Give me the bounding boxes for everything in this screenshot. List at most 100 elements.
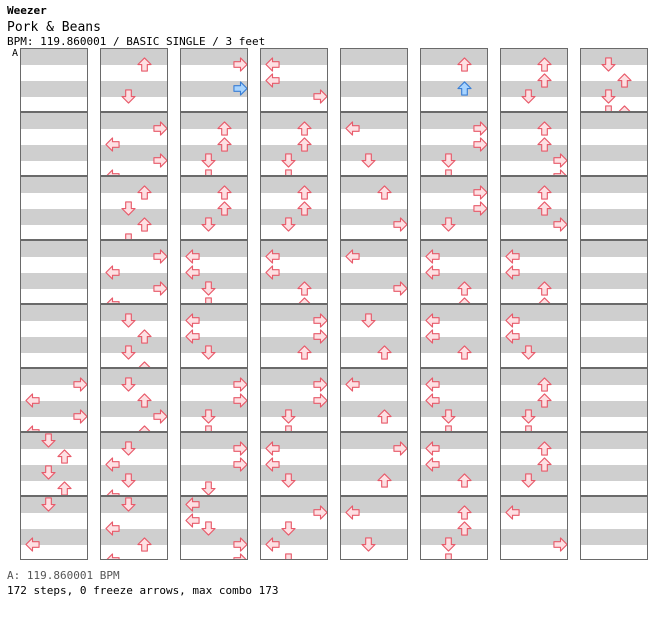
measure-block <box>260 176 328 240</box>
beat-band <box>261 401 327 417</box>
measure-block <box>340 496 408 560</box>
beat-band <box>581 241 647 257</box>
beat-band <box>341 305 407 321</box>
chart-info: BPM: 119.860001 / BASIC SINGLE / 3 feet <box>7 35 266 48</box>
step-arrow-right-icon <box>473 185 487 200</box>
beat-band <box>101 177 167 193</box>
beat-band <box>421 241 487 257</box>
step-arrow-down-icon <box>201 521 216 536</box>
beat-band <box>261 241 327 257</box>
measure-block <box>260 112 328 176</box>
beat-band <box>581 209 647 225</box>
step-arrow-up-icon <box>377 473 392 488</box>
bpm-marker: A <box>12 48 19 59</box>
measure-block <box>420 368 488 432</box>
step-arrow-left-icon <box>105 457 120 472</box>
step-arrow-down-icon <box>201 409 216 424</box>
beat-band <box>421 369 487 385</box>
step-arrow-down-icon <box>201 345 216 360</box>
beat-band <box>101 145 167 161</box>
step-arrow-right-icon <box>553 153 567 168</box>
step-arrow-up-icon <box>377 345 392 360</box>
step-arrow-down-icon <box>361 313 376 328</box>
step-arrow-left-icon <box>425 393 440 408</box>
step-arrow-up-icon <box>297 297 312 303</box>
step-arrow-up-icon <box>537 297 552 303</box>
step-arrow-right-icon <box>553 217 567 232</box>
step-arrow-right-icon <box>313 505 327 520</box>
beat-band <box>421 497 487 513</box>
measure-block <box>580 240 648 304</box>
measure-block <box>340 176 408 240</box>
step-arrow-down-icon <box>121 313 136 328</box>
measure-block <box>20 496 88 560</box>
step-arrow-up-icon <box>57 449 72 464</box>
step-arrow-down-icon <box>441 409 456 424</box>
step-arrow-down-icon <box>441 553 456 559</box>
step-arrow-down-icon <box>441 425 456 431</box>
beat-band <box>181 177 247 193</box>
measure-block <box>500 176 568 240</box>
measure-block <box>180 48 248 112</box>
measure-block <box>100 496 168 560</box>
step-arrow-left-icon <box>105 265 120 280</box>
step-arrow-left-icon <box>505 249 520 264</box>
beat-band <box>421 401 487 417</box>
step-summary: 172 steps, 0 freeze arrows, max combo 17… <box>7 584 279 597</box>
beat-band <box>181 401 247 417</box>
beat-band <box>341 529 407 545</box>
beat-band <box>261 337 327 353</box>
beat-band <box>261 529 327 545</box>
step-arrow-up-icon <box>617 73 632 88</box>
beat-band <box>421 113 487 129</box>
step-arrow-up-icon <box>617 105 632 111</box>
measure-block <box>180 240 248 304</box>
measure-block <box>20 176 88 240</box>
step-arrow-up-icon <box>537 457 552 472</box>
step-arrow-down-icon <box>441 217 456 232</box>
step-arrow-up-icon <box>137 537 152 552</box>
measure-block <box>500 496 568 560</box>
beat-band <box>181 273 247 289</box>
step-arrow-down-icon <box>521 425 536 431</box>
beat-band <box>101 273 167 289</box>
beat-band <box>181 113 247 129</box>
beat-band <box>421 305 487 321</box>
beat-band <box>501 337 567 353</box>
step-arrow-down-icon <box>601 57 616 72</box>
measure-block <box>340 112 408 176</box>
measure-block <box>420 48 488 112</box>
beat-band <box>421 433 487 449</box>
step-arrow-left-icon <box>185 329 200 344</box>
beat-band <box>21 177 87 193</box>
step-arrow-up-icon <box>537 441 552 456</box>
measure-block <box>180 368 248 432</box>
step-arrow-right-icon <box>73 409 87 424</box>
beat-band <box>581 465 647 481</box>
step-arrow-down-icon <box>601 105 616 111</box>
step-arrow-right-icon <box>553 169 567 175</box>
measure-block <box>340 304 408 368</box>
beat-band <box>181 49 247 65</box>
beat-band <box>21 113 87 129</box>
step-arrow-up-icon <box>137 329 152 344</box>
beat-band <box>501 49 567 65</box>
beat-band <box>21 145 87 161</box>
step-arrow-left-icon <box>345 505 360 520</box>
beat-band <box>581 337 647 353</box>
beat-band <box>501 81 567 97</box>
beat-band <box>581 145 647 161</box>
step-arrow-down-icon <box>281 473 296 488</box>
step-arrow-left-icon <box>265 57 280 72</box>
step-arrow-down-icon <box>521 345 536 360</box>
step-arrow-left-icon <box>345 249 360 264</box>
step-arrow-up-icon <box>457 281 472 296</box>
beat-band <box>421 209 487 225</box>
step-arrow-up-icon <box>137 57 152 72</box>
beat-band <box>101 401 167 417</box>
beat-band <box>261 209 327 225</box>
step-arrow-left-icon <box>425 265 440 280</box>
beat-band <box>181 305 247 321</box>
beat-band <box>101 529 167 545</box>
beat-band <box>21 401 87 417</box>
